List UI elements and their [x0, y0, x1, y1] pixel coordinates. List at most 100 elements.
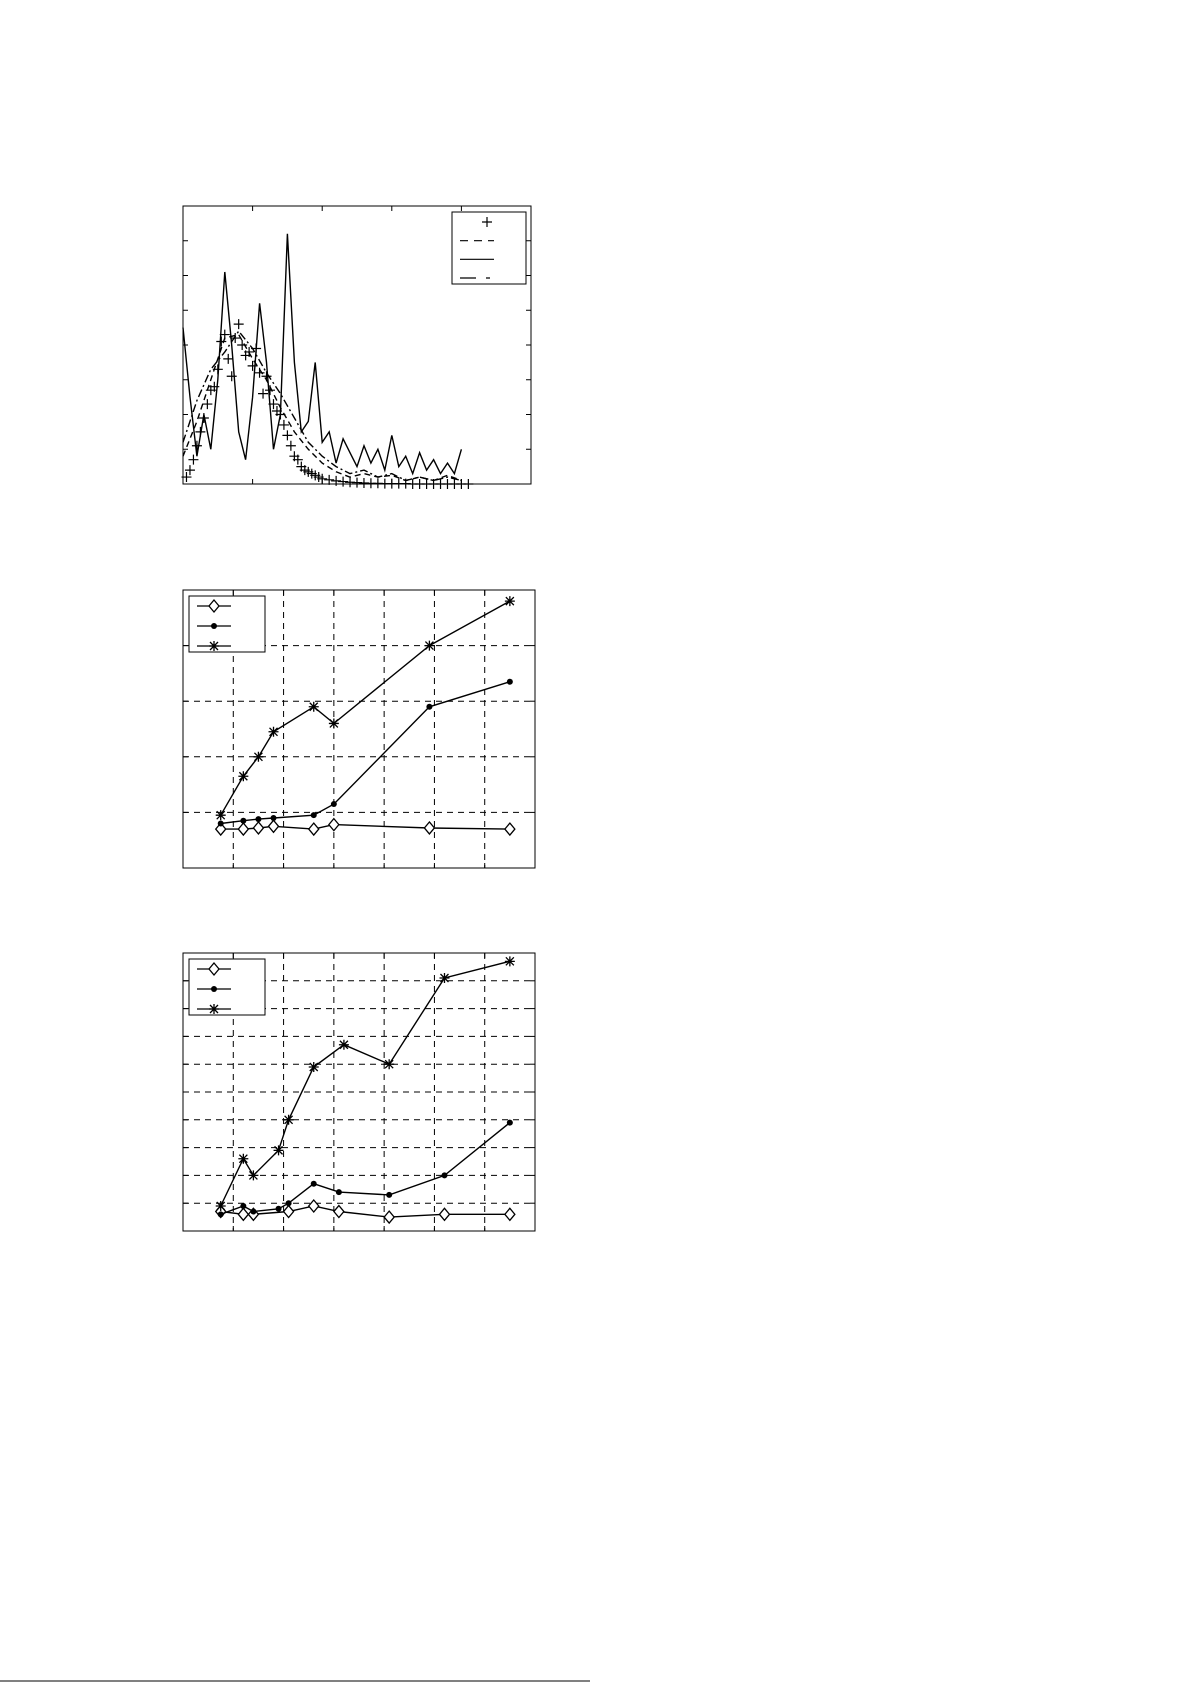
series-line — [220, 681, 511, 825]
legend-marker — [208, 961, 220, 977]
series-2 — [182, 233, 463, 476]
data-point — [335, 1189, 342, 1196]
series-line — [182, 329, 462, 482]
legend — [451, 211, 527, 285]
data-point — [383, 1210, 396, 1225]
data-point — [384, 1059, 395, 1070]
legend-marker — [209, 1004, 219, 1014]
series-line — [220, 1205, 510, 1218]
data-point — [504, 822, 516, 837]
series-0 — [214, 817, 516, 837]
data-point — [275, 1205, 282, 1212]
data-point — [267, 819, 280, 834]
data-point — [252, 820, 265, 835]
series-2 — [215, 596, 515, 821]
data-point — [238, 1153, 249, 1164]
data-point — [188, 454, 199, 465]
data-point — [273, 1145, 284, 1156]
data-point — [248, 1170, 259, 1181]
data-point — [308, 1061, 319, 1072]
data-point — [504, 956, 515, 967]
data-point — [230, 333, 241, 344]
data-point — [237, 1207, 250, 1222]
series-3 — [182, 329, 462, 482]
data-point — [504, 596, 515, 607]
data-point — [423, 820, 436, 835]
data-point — [216, 336, 227, 347]
data-point — [217, 1211, 224, 1218]
legend-box — [451, 211, 527, 285]
data-point — [268, 726, 279, 737]
data-point — [226, 371, 237, 382]
data-point — [217, 820, 224, 827]
data-point — [270, 814, 277, 821]
chart-spectrum — [181, 205, 532, 489]
chart-growth-a — [182, 589, 536, 869]
data-point — [215, 810, 226, 821]
chart-growth-b — [182, 952, 536, 1232]
data-point — [292, 454, 303, 465]
data-point — [324, 474, 335, 485]
data-point — [338, 476, 349, 487]
data-point — [184, 465, 195, 476]
data-point — [285, 1200, 292, 1207]
data-point — [310, 1180, 317, 1187]
data-point — [333, 1204, 345, 1219]
data-point — [255, 816, 262, 823]
series-line — [220, 960, 511, 1207]
series-0 — [181, 319, 474, 489]
legend — [188, 595, 266, 653]
data-point — [506, 1119, 513, 1126]
data-point — [439, 973, 450, 984]
legend-marker — [208, 598, 220, 614]
data-point — [282, 1204, 295, 1219]
data-point — [338, 1039, 349, 1050]
series-1 — [182, 333, 462, 482]
series-line — [220, 1122, 511, 1215]
data-point — [307, 822, 320, 837]
data-point — [240, 817, 247, 824]
series-line — [182, 233, 463, 476]
data-point — [237, 340, 248, 350]
data-point — [238, 771, 249, 782]
data-point — [215, 1200, 226, 1211]
plot-frame — [182, 952, 536, 1232]
series-line — [182, 333, 462, 482]
data-point — [285, 440, 296, 451]
data-point — [438, 1207, 451, 1222]
data-point — [250, 1208, 257, 1215]
data-point — [214, 822, 227, 837]
data-point — [202, 399, 213, 410]
data-point — [310, 812, 317, 819]
data-point — [307, 1198, 320, 1213]
legend-box — [188, 595, 266, 653]
data-point — [441, 1172, 448, 1179]
data-point — [244, 346, 255, 357]
series-line — [220, 823, 510, 830]
plot-frame — [182, 589, 536, 869]
data-point — [223, 353, 234, 364]
data-point — [506, 678, 513, 685]
data-point — [317, 473, 328, 484]
data-point — [424, 640, 435, 651]
series-1 — [217, 678, 513, 827]
series-2 — [215, 956, 515, 1211]
data-point — [426, 703, 433, 710]
legend — [188, 958, 266, 1016]
data-point — [330, 801, 337, 808]
legend-marker — [209, 641, 219, 651]
data-point — [278, 419, 289, 430]
data-point — [328, 817, 340, 832]
legend-marker — [211, 986, 217, 992]
data-point — [504, 1207, 516, 1222]
data-point — [247, 360, 258, 371]
series-1 — [217, 1119, 513, 1218]
legend-box — [188, 958, 266, 1016]
legend-marker — [482, 217, 492, 227]
data-point — [237, 822, 250, 837]
data-point — [386, 1191, 393, 1198]
data-point — [283, 1114, 294, 1125]
data-point — [253, 751, 264, 762]
data-point — [258, 388, 269, 399]
